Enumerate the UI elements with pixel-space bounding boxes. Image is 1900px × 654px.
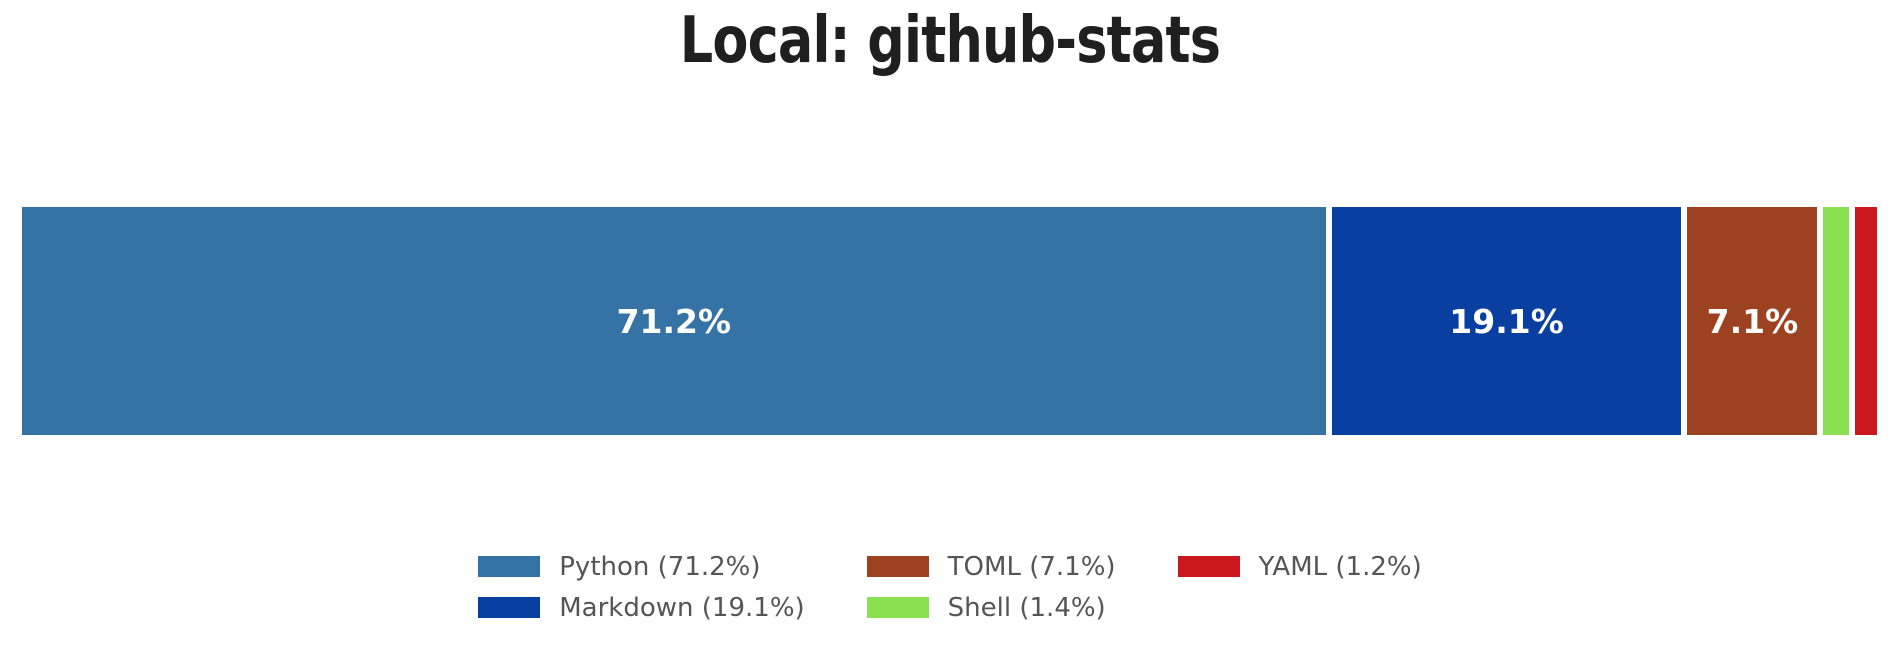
bar-segment-toml: 7.1%: [1687, 207, 1818, 435]
legend-swatch-toml: [866, 556, 929, 577]
bar-segment-yaml: [1855, 207, 1877, 435]
bar-segment-label-markdown: 19.1%: [1449, 301, 1564, 341]
legend: Python (71.2%) Markdown (19.1%) TOML (7.1%…: [0, 546, 1900, 628]
legend-column: Python (71.2%) Markdown (19.1%): [478, 546, 805, 628]
chart-title: Local: github-stats: [679, 4, 1221, 78]
legend-column: TOML (7.1%) Shell (1.4%): [866, 546, 1116, 628]
legend-label-markdown: Markdown (19.1%): [559, 592, 805, 623]
legend-label-yaml: YAML (1.2%): [1258, 551, 1422, 582]
legend-item-markdown: Markdown (19.1%): [478, 587, 805, 628]
legend-label-python: Python (71.2%): [559, 551, 761, 582]
legend-label-toml: TOML (7.1%): [947, 551, 1116, 582]
legend-item-toml: TOML (7.1%): [866, 546, 1116, 587]
stacked-bar: 71.2% 19.1% 7.1%: [22, 207, 1877, 435]
legend-item-yaml: YAML (1.2%): [1177, 546, 1422, 587]
bar-segment-python: 71.2%: [22, 207, 1326, 435]
bar-segment-label-python: 71.2%: [616, 301, 732, 341]
bar-segment-shell: [1823, 207, 1850, 435]
legend-item-python: Python (71.2%): [478, 546, 804, 587]
legend-item-shell: Shell (1.4%): [866, 587, 1116, 628]
bar-segment-label-toml: 7.1%: [1706, 301, 1799, 341]
legend-label-shell: Shell (1.4%): [947, 592, 1106, 623]
bar-segment-markdown: 19.1%: [1331, 207, 1682, 435]
legend-swatch-shell: [866, 597, 929, 618]
legend-swatch-yaml: [1177, 556, 1240, 577]
legend-swatch-markdown: [478, 597, 541, 618]
legend-swatch-python: [478, 556, 541, 577]
legend-column: YAML (1.2%): [1177, 546, 1422, 587]
